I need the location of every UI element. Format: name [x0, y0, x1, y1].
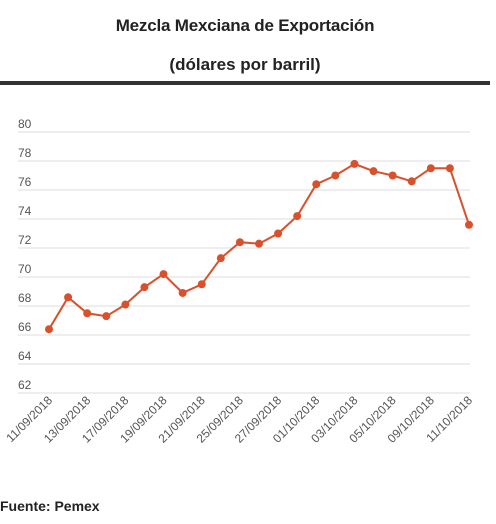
y-tick-label: 74: [18, 204, 32, 218]
y-tick-label: 70: [18, 262, 32, 276]
data-point: [445, 164, 454, 173]
y-axis-ticks: 62 64 66 68 70 72 74 76 78 80: [18, 117, 32, 392]
data-point: [369, 167, 378, 176]
y-tick-label: 78: [18, 146, 32, 160]
data-point: [83, 309, 92, 318]
data-point: [159, 270, 168, 279]
chart-title: Mezcla Mexciana de Exportación: [115, 16, 375, 35]
y-tick-label: 76: [18, 175, 32, 189]
data-point: [465, 220, 473, 229]
title-divider: [0, 81, 490, 85]
chart-subtitle: (dólares por barril): [169, 55, 321, 74]
data-point: [235, 238, 244, 247]
y-tick-label: 64: [18, 349, 32, 363]
data-point: [312, 180, 321, 189]
y-tick-label: 66: [18, 320, 32, 334]
y-tick-label: 80: [18, 117, 32, 131]
series-line: [45, 159, 473, 334]
data-point: [331, 171, 340, 180]
data-point: [388, 171, 397, 180]
data-point: [45, 325, 53, 334]
data-point: [426, 164, 435, 173]
data-point: [293, 212, 302, 221]
data-point: [407, 177, 416, 186]
x-axis-ticks: 11/09/201813/09/201817/09/201819/09/2018…: [3, 393, 475, 446]
data-point: [121, 300, 130, 309]
data-point: [140, 283, 149, 292]
y-tick-label: 62: [18, 378, 32, 392]
y-tick-label: 68: [18, 291, 32, 305]
data-point: [197, 280, 206, 289]
source-note: Fuente: Pemex: [0, 498, 100, 514]
data-point: [102, 312, 111, 321]
data-point: [274, 229, 283, 238]
data-point: [64, 293, 73, 302]
y-tick-label: 72: [18, 233, 32, 247]
data-point: [178, 288, 187, 297]
grid-lines: [18, 131, 470, 394]
data-point: [216, 254, 225, 263]
data-point: [255, 239, 263, 248]
data-point: [350, 159, 359, 168]
